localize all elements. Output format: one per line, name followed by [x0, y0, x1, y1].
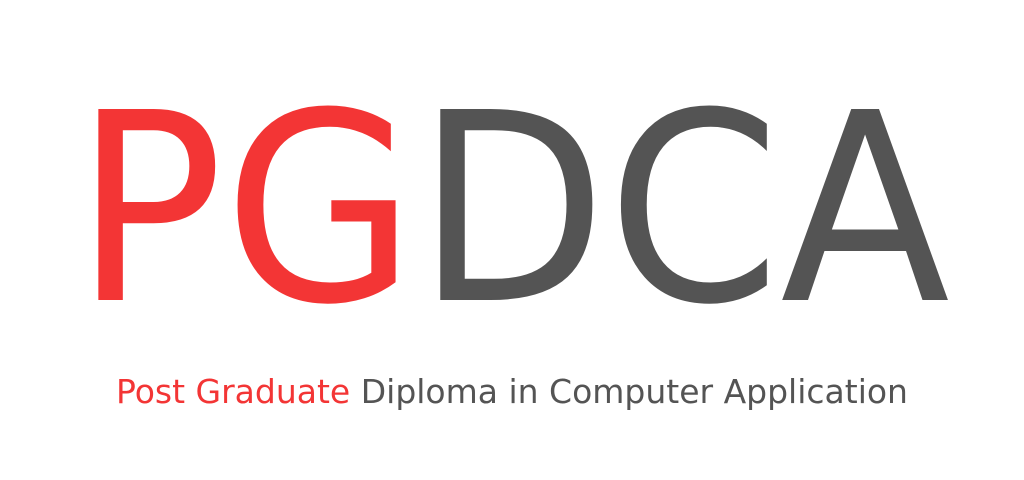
tagline-space — [350, 372, 361, 411]
logo-wordmark: PGDCA — [74, 57, 951, 362]
tagline-main: Diploma in Computer Application — [360, 372, 908, 411]
logo-main-letters: DCA — [416, 57, 951, 362]
logo-accent-letters: PG — [74, 57, 416, 362]
tagline: Post Graduate Diploma in Computer Applic… — [0, 367, 1024, 417]
tagline-accent: Post Graduate — [116, 372, 351, 411]
